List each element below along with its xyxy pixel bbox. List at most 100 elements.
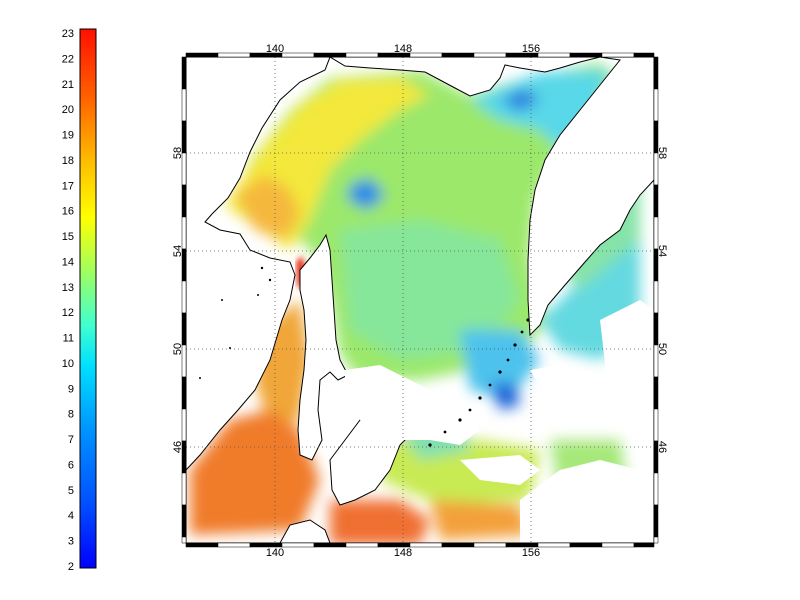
colorbar-gradient bbox=[79, 28, 97, 569]
colorbar-tick-18: 18 bbox=[62, 155, 74, 167]
lat-label-left-50: 50 bbox=[172, 343, 184, 355]
lon-labels-bottom: 140 148 156 bbox=[266, 547, 540, 559]
frame-bar-top bbox=[441, 52, 475, 58]
frame-bar-right bbox=[653, 376, 659, 410]
frame-bar-right bbox=[653, 408, 659, 442]
frame-bar-top bbox=[217, 52, 251, 58]
no-data-east2 bbox=[600, 300, 654, 420]
frame-bar-bottom bbox=[409, 542, 443, 548]
lat-label-right-58: 58 bbox=[656, 147, 668, 159]
no-data-central bbox=[345, 365, 480, 445]
colorbar-tick-11: 11 bbox=[63, 333, 74, 345]
frame-bar-bottom bbox=[441, 542, 475, 548]
land-north-coast bbox=[329, 57, 601, 97]
colorbar-tick-15: 15 bbox=[62, 231, 74, 243]
frame-bar-left bbox=[181, 280, 187, 314]
lat-label-left-46: 46 bbox=[172, 441, 184, 453]
frame-bar-top bbox=[185, 52, 219, 58]
colorbar-tick-4: 4 bbox=[68, 510, 74, 522]
colorbar-tick-23: 23 bbox=[62, 28, 74, 40]
colorbar-tick-9: 9 bbox=[68, 383, 74, 395]
colorbar-tick-20: 20 bbox=[62, 104, 74, 116]
lat-label-left-58: 58 bbox=[172, 147, 184, 159]
frame-bar-top bbox=[537, 52, 571, 58]
frame-bar-left bbox=[181, 472, 187, 506]
frame-bar-right bbox=[653, 184, 659, 218]
frame-bar-right bbox=[653, 472, 659, 506]
frame-bar-top bbox=[281, 52, 315, 58]
frame-bar-left bbox=[181, 88, 187, 122]
lat-label-right-54: 54 bbox=[656, 245, 668, 257]
frame-bar-right bbox=[653, 280, 659, 314]
map-plot: 140 148 156 140 148 156 46 50 54 58 46 5… bbox=[172, 43, 668, 559]
kuril-islands bbox=[428, 318, 530, 447]
colorbar-tick-6: 6 bbox=[68, 459, 74, 471]
lat-labels-left: 46 50 54 58 bbox=[172, 147, 184, 453]
lat-label-left-54: 54 bbox=[172, 245, 184, 257]
frame-bar-bottom bbox=[633, 542, 655, 548]
lat-labels-right: 46 50 54 58 bbox=[656, 147, 668, 453]
lon-label-bottom-156: 156 bbox=[522, 547, 540, 559]
frame-bar-bottom bbox=[473, 542, 507, 548]
frame-bar-top bbox=[345, 52, 379, 58]
frame-bar-right bbox=[653, 56, 659, 90]
frame-bar-bottom bbox=[569, 542, 603, 548]
lon-label-top-148: 148 bbox=[394, 43, 412, 55]
lon-labels-top: 140 148 156 bbox=[266, 43, 540, 55]
shantar-islands bbox=[199, 266, 272, 379]
colorbar-tick-17: 17 bbox=[62, 180, 74, 192]
colorbar-tick-22: 22 bbox=[62, 53, 74, 65]
frame-bar-bottom bbox=[601, 542, 635, 548]
lon-label-bottom-140: 140 bbox=[266, 547, 284, 559]
frame-bar-left bbox=[181, 184, 187, 218]
land-sakhalin bbox=[297, 233, 349, 461]
frame-bar-left bbox=[181, 216, 187, 250]
frame-bar-top bbox=[473, 52, 507, 58]
colorbar-tick-16: 16 bbox=[62, 206, 74, 218]
colorbar-tick-14: 14 bbox=[62, 256, 74, 268]
no-data-south bbox=[460, 455, 540, 485]
colorbar-tick-19: 19 bbox=[62, 130, 74, 142]
land-honshu bbox=[279, 519, 331, 543]
frame-bar-right bbox=[653, 536, 659, 544]
frame-bar-right bbox=[653, 504, 659, 538]
frame-bar-left bbox=[181, 312, 187, 346]
colorbar-tick-21: 21 bbox=[62, 79, 74, 91]
frame-bar-left bbox=[181, 536, 187, 544]
frame-bar-top bbox=[601, 52, 635, 58]
lat-label-right-46: 46 bbox=[656, 441, 668, 453]
colorbar-tick-12: 12 bbox=[62, 307, 74, 319]
map-frame bbox=[181, 52, 659, 548]
frame-bar-top bbox=[633, 52, 655, 58]
no-data-kuril bbox=[530, 365, 620, 410]
colorbar-tick-5: 5 bbox=[68, 485, 74, 497]
lon-label-top-156: 156 bbox=[522, 43, 540, 55]
colorbar-tick-13: 13 bbox=[62, 282, 74, 294]
colorbar-tick-3: 3 bbox=[68, 536, 74, 548]
land-kamchatka bbox=[527, 57, 654, 337]
sst-field bbox=[186, 57, 654, 543]
frame-bar-right bbox=[653, 88, 659, 122]
colorbar-tick-10: 10 bbox=[62, 358, 74, 370]
frame-bar-left bbox=[181, 376, 187, 410]
frame-bar-bottom bbox=[281, 542, 315, 548]
lon-label-top-140: 140 bbox=[266, 43, 284, 55]
frame-bar-top bbox=[569, 52, 603, 58]
graticule bbox=[186, 57, 654, 543]
frame-bar-top bbox=[313, 52, 347, 58]
lat-label-right-50: 50 bbox=[656, 343, 668, 355]
colorbar-tick-7: 7 bbox=[68, 434, 74, 446]
no-data-east bbox=[520, 460, 654, 543]
colorbar-tick-8: 8 bbox=[68, 409, 74, 421]
frame-bar-left bbox=[181, 56, 187, 90]
frame-bar-bottom bbox=[217, 542, 251, 548]
frame-bar-bottom bbox=[537, 542, 571, 548]
land-asia bbox=[186, 57, 331, 471]
frame-bar-bottom bbox=[313, 542, 347, 548]
frame-bar-top bbox=[409, 52, 443, 58]
land-masses bbox=[186, 57, 654, 543]
frame-bar-bottom bbox=[185, 542, 219, 548]
